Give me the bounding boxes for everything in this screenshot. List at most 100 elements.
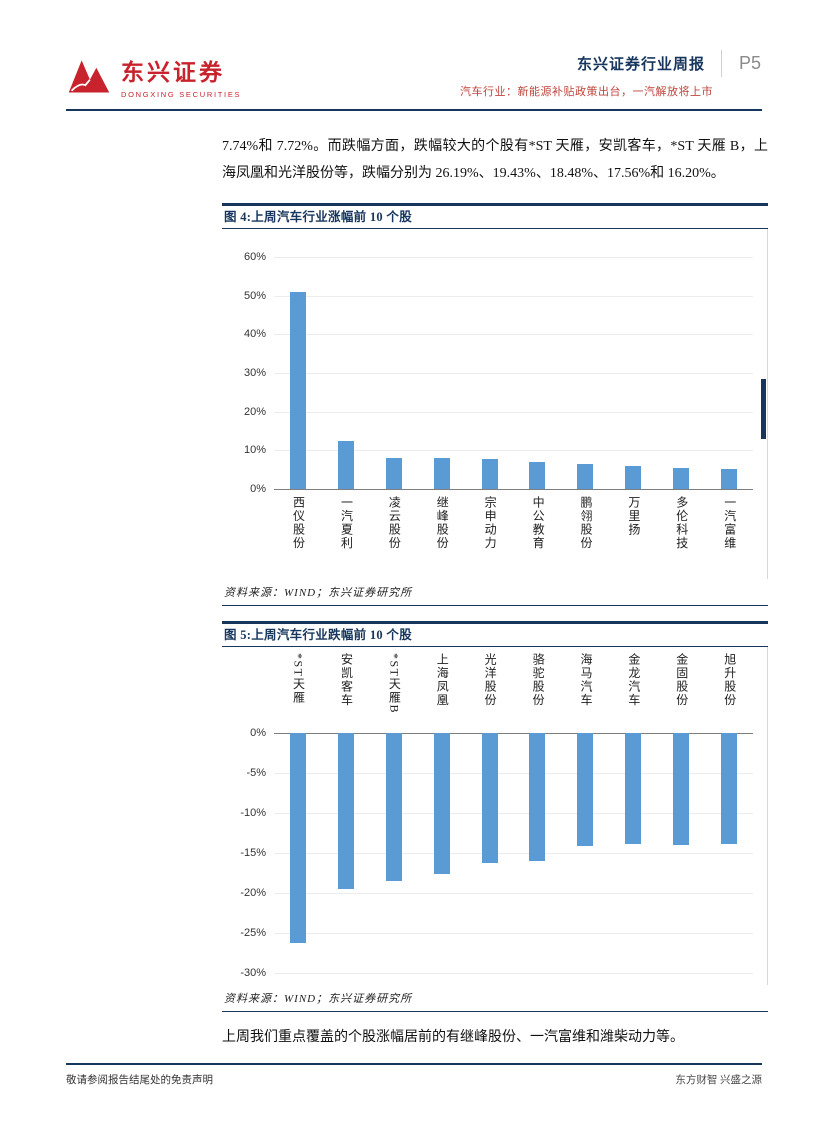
gainers-bar-chart: 60% 50% 40% 30% 20% 10% 0% 西仪股份 一汽夏利 凌云股份 继峰股份 宗申动力… bbox=[222, 228, 768, 579]
bar bbox=[481, 458, 498, 489]
category-labels: 西仪股份 一汽夏利 凌云股份 继峰股份 宗申动力 中公教育 鹏翎股份 万里扬 多伦科技 一汽富维 bbox=[274, 489, 753, 561]
logo-text-cn: 东兴证券 bbox=[121, 59, 225, 85]
y-axis-tick-label: 40% bbox=[243, 328, 266, 341]
gridline bbox=[274, 334, 753, 336]
chart-grid: 60% 50% 40% 30% 20% 10% 0% 西仪股份 一汽夏利 凌云股份 继峰股份 宗申动力… bbox=[224, 251, 753, 561]
category-label: 上海凤凰 bbox=[435, 653, 450, 708]
dongxing-logo: 东兴证券 DONGXING SECURITIES bbox=[66, 53, 241, 99]
gridline bbox=[274, 450, 753, 452]
category-label: 金龙汽车 bbox=[626, 653, 641, 708]
y-axis-tick-label: 20% bbox=[243, 405, 266, 418]
y-axis-tick-label: 60% bbox=[243, 250, 266, 263]
plot-area bbox=[274, 733, 753, 975]
y-axis-tick-label: 10% bbox=[243, 444, 266, 457]
category-cell: 宗申动力 bbox=[466, 496, 514, 561]
bar bbox=[337, 733, 354, 889]
category-cell: 金固股份 bbox=[657, 653, 705, 729]
bar-column bbox=[609, 257, 657, 489]
bar-column bbox=[609, 733, 657, 973]
category-label: 光洋股份 bbox=[483, 653, 498, 708]
dongxing-logo-icon bbox=[68, 60, 110, 93]
category-cell: 西仪股份 bbox=[274, 496, 322, 561]
bar-column bbox=[514, 733, 562, 973]
bar bbox=[289, 292, 306, 489]
category-label: 一汽富维 bbox=[722, 495, 737, 550]
category-label: 中公教育 bbox=[531, 495, 546, 550]
bar bbox=[481, 733, 498, 863]
bar-column bbox=[561, 733, 609, 973]
y-axis-tick-label: -15% bbox=[240, 847, 266, 860]
zero-axis-line bbox=[274, 733, 753, 735]
category-cell: *ST天雁 bbox=[274, 653, 322, 729]
figure-losers-source: 资料来源：WIND；东兴证券研究所 bbox=[222, 985, 768, 1013]
page-footer: 敬请参阅报告结尾处的免责声明 东方财智 兴盛之源 bbox=[66, 1063, 762, 1087]
category-cell: 骆驼股份 bbox=[514, 653, 562, 729]
category-cell: 旭升股份 bbox=[705, 653, 753, 729]
bar bbox=[529, 733, 546, 862]
bar-column bbox=[418, 257, 466, 489]
report-subtitle: 汽车行业：新能源补贴政策出台，一汽解放将上市 bbox=[460, 86, 713, 98]
bar bbox=[721, 468, 738, 489]
category-cell: *ST天雁B bbox=[370, 653, 418, 729]
bar-column bbox=[274, 733, 322, 973]
category-label: 万里扬 bbox=[626, 495, 641, 537]
logo-text: 东兴证券 DONGXING SECURITIES bbox=[121, 53, 241, 99]
y-axis-tick-label: -10% bbox=[240, 807, 266, 820]
gridline bbox=[274, 973, 753, 975]
bar-column bbox=[370, 257, 418, 489]
bar-column bbox=[274, 257, 322, 489]
y-axis-tick-label: -30% bbox=[240, 967, 266, 980]
bar-column bbox=[514, 257, 562, 489]
category-cell: 安凯客车 bbox=[322, 653, 370, 729]
gridline bbox=[274, 411, 753, 413]
y-axis: 0% -5% -10% -15% -20% -25% -30% bbox=[224, 727, 274, 979]
category-cell: 光洋股份 bbox=[466, 653, 514, 729]
losers-bar-chart: 0% -5% -10% -15% -20% -25% -30% *ST天雁 安凯客车 *ST天雁B… bbox=[222, 647, 768, 986]
logo-text-en: DONGXING SECURITIES bbox=[121, 90, 242, 99]
y-axis-tick-label: -5% bbox=[246, 767, 266, 780]
y-axis-tick-label: 50% bbox=[243, 289, 266, 302]
chart-scrollbar-thumb[interactable] bbox=[761, 378, 766, 439]
gridline bbox=[274, 295, 753, 297]
bar bbox=[673, 467, 690, 489]
bar bbox=[337, 440, 354, 489]
y-axis-tick-label: 30% bbox=[243, 366, 266, 379]
footer-slogan: 东方财智 兴盛之源 bbox=[675, 1075, 762, 1086]
category-cell: 一汽夏利 bbox=[322, 496, 370, 561]
category-cell: 鹏翎股份 bbox=[561, 496, 609, 561]
bar bbox=[385, 457, 402, 489]
gridline bbox=[274, 773, 753, 775]
figure-gainers-source: 资料来源：WIND；东兴证券研究所 bbox=[222, 579, 768, 606]
closing-paragraph: 上周我们重点覆盖的个股涨幅居前的有继峰股份、一汽富维和潍柴动力等。 bbox=[222, 1030, 684, 1046]
gridline bbox=[274, 853, 753, 855]
gridline bbox=[274, 933, 753, 935]
bar-column bbox=[322, 733, 370, 973]
page-header: 东兴证券 DONGXING SECURITIES 东兴证券行业周报 P5 汽车行… bbox=[0, 0, 827, 109]
bar-column bbox=[657, 733, 705, 973]
bar-column bbox=[322, 257, 370, 489]
bar bbox=[625, 733, 642, 845]
bars bbox=[274, 733, 753, 973]
category-cell: 继峰股份 bbox=[418, 496, 466, 561]
chart-scrollbar[interactable] bbox=[760, 229, 767, 579]
bar-column bbox=[370, 733, 418, 973]
y-axis: 60% 50% 40% 30% 20% 10% 0% bbox=[224, 251, 274, 495]
gridline bbox=[274, 893, 753, 895]
category-label: 凌云股份 bbox=[387, 495, 402, 550]
page-number: P5 bbox=[720, 50, 763, 77]
bar bbox=[673, 733, 690, 846]
bar bbox=[385, 733, 402, 881]
bar-column bbox=[418, 733, 466, 973]
category-label: 宗申动力 bbox=[483, 495, 498, 550]
header-divider bbox=[66, 109, 762, 111]
body-paragraph: 7.74%和 7.72%。而跌幅方面，跌幅较大的个股有*ST 天雁，安凯客车，*… bbox=[222, 139, 768, 182]
category-cell: 凌云股份 bbox=[370, 496, 418, 561]
bar bbox=[529, 461, 546, 489]
category-label: 一汽夏利 bbox=[339, 495, 354, 550]
bars bbox=[274, 257, 753, 489]
figure-gainers: 图 4:上周汽车行业涨幅前 10 个股 60% 50% 40% 30% 20% 10% 0%… bbox=[222, 202, 768, 606]
figure-losers-title: 图 5:上周汽车行业跌幅前 10 个股 bbox=[222, 620, 768, 648]
figure-gainers-title: 图 4:上周汽车行业涨幅前 10 个股 bbox=[222, 202, 768, 229]
bar-column bbox=[466, 733, 514, 973]
y-axis-tick-label: 0% bbox=[250, 727, 266, 740]
